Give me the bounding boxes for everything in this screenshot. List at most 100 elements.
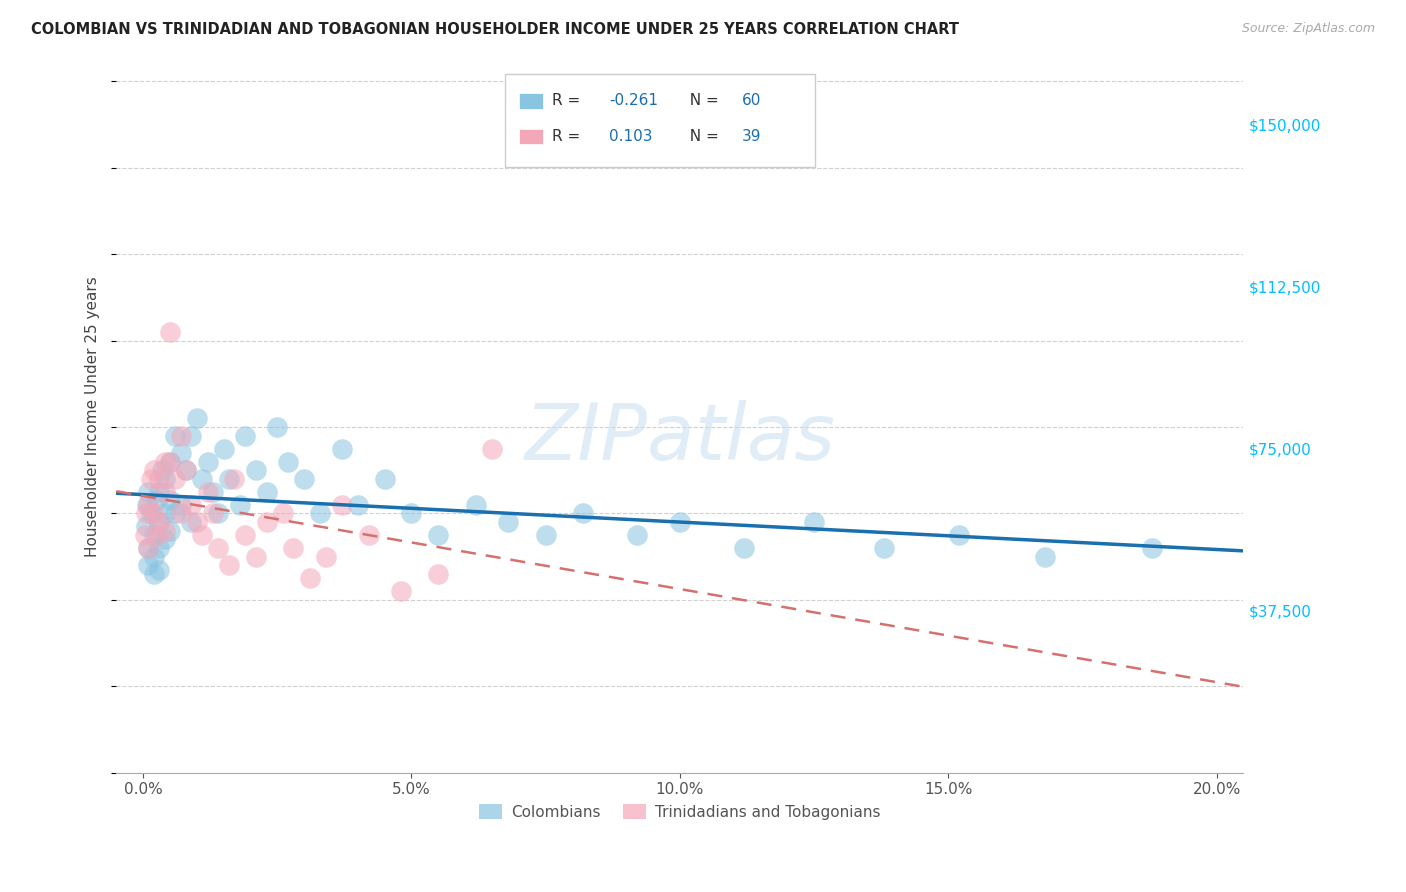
Text: N =: N = bbox=[681, 129, 724, 145]
Point bbox=[159, 454, 181, 468]
Point bbox=[207, 541, 229, 555]
Point bbox=[150, 463, 173, 477]
Point bbox=[389, 584, 412, 599]
Point bbox=[153, 454, 176, 468]
Point bbox=[148, 515, 170, 529]
Legend: Colombians, Trinidadians and Tobagonians: Colombians, Trinidadians and Tobagonians bbox=[472, 797, 887, 826]
Point bbox=[142, 528, 165, 542]
FancyBboxPatch shape bbox=[505, 74, 815, 167]
Point bbox=[153, 533, 176, 547]
Point bbox=[165, 428, 187, 442]
Point bbox=[165, 507, 187, 521]
Point bbox=[159, 325, 181, 339]
Point bbox=[201, 507, 224, 521]
Point bbox=[357, 528, 380, 542]
Point bbox=[330, 442, 353, 456]
Point bbox=[733, 541, 755, 555]
Point bbox=[186, 515, 208, 529]
Point bbox=[271, 507, 294, 521]
Point bbox=[464, 498, 486, 512]
Point bbox=[135, 519, 157, 533]
FancyBboxPatch shape bbox=[519, 93, 544, 109]
Point bbox=[948, 528, 970, 542]
Text: R =: R = bbox=[553, 94, 586, 109]
Point bbox=[135, 507, 157, 521]
Point bbox=[180, 498, 202, 512]
Point bbox=[1033, 549, 1056, 564]
Point bbox=[572, 507, 595, 521]
Point bbox=[1140, 541, 1163, 555]
Point bbox=[427, 566, 450, 581]
Point bbox=[218, 472, 240, 486]
Point bbox=[145, 493, 167, 508]
Point bbox=[138, 558, 160, 573]
Point bbox=[153, 472, 176, 486]
Point bbox=[197, 454, 219, 468]
Point bbox=[174, 463, 197, 477]
Point bbox=[138, 484, 160, 499]
Point bbox=[201, 484, 224, 499]
Point bbox=[135, 498, 157, 512]
Text: 60: 60 bbox=[742, 94, 761, 109]
Text: -0.261: -0.261 bbox=[609, 94, 658, 109]
Point bbox=[207, 507, 229, 521]
Point bbox=[148, 515, 170, 529]
Point bbox=[153, 484, 176, 499]
Point bbox=[224, 472, 246, 486]
Point bbox=[481, 442, 503, 456]
Point bbox=[256, 515, 278, 529]
Point bbox=[292, 472, 315, 486]
Point bbox=[229, 498, 252, 512]
Point bbox=[233, 528, 256, 542]
Point bbox=[159, 454, 181, 468]
Point bbox=[180, 515, 202, 529]
Text: Source: ZipAtlas.com: Source: ZipAtlas.com bbox=[1241, 22, 1375, 36]
Point bbox=[330, 498, 353, 512]
Point bbox=[534, 528, 557, 542]
Text: 0.103: 0.103 bbox=[609, 129, 652, 145]
Point bbox=[669, 515, 692, 529]
Point bbox=[197, 484, 219, 499]
Point bbox=[159, 524, 181, 538]
Point bbox=[873, 541, 896, 555]
Point bbox=[170, 446, 193, 460]
Point bbox=[186, 411, 208, 425]
Point bbox=[141, 507, 163, 521]
Point bbox=[142, 463, 165, 477]
Point bbox=[148, 541, 170, 555]
Point bbox=[145, 528, 167, 542]
Point bbox=[626, 528, 648, 542]
Y-axis label: Householder Income Under 25 years: Householder Income Under 25 years bbox=[86, 276, 100, 557]
Point bbox=[191, 528, 214, 542]
Point bbox=[233, 428, 256, 442]
Point bbox=[138, 541, 160, 555]
Point bbox=[245, 463, 267, 477]
Point bbox=[283, 541, 305, 555]
Point bbox=[496, 515, 519, 529]
Point bbox=[191, 472, 214, 486]
Point bbox=[159, 493, 181, 508]
Point bbox=[218, 558, 240, 573]
Point bbox=[315, 549, 337, 564]
Text: N =: N = bbox=[681, 94, 724, 109]
Point bbox=[138, 498, 160, 512]
Point bbox=[309, 507, 332, 521]
Point bbox=[134, 528, 156, 542]
Point bbox=[277, 454, 299, 468]
Text: 39: 39 bbox=[742, 129, 762, 145]
Point bbox=[803, 515, 825, 529]
Point bbox=[148, 472, 170, 486]
Point bbox=[256, 484, 278, 499]
Point bbox=[138, 541, 160, 555]
Point bbox=[170, 498, 193, 512]
Point bbox=[170, 428, 193, 442]
Point bbox=[142, 507, 165, 521]
Point bbox=[401, 507, 423, 521]
Point bbox=[142, 549, 165, 564]
Point bbox=[153, 524, 176, 538]
Point bbox=[266, 420, 288, 434]
Text: ZIPatlas: ZIPatlas bbox=[524, 400, 835, 475]
Point bbox=[142, 566, 165, 581]
Point bbox=[180, 428, 202, 442]
FancyBboxPatch shape bbox=[519, 128, 544, 145]
